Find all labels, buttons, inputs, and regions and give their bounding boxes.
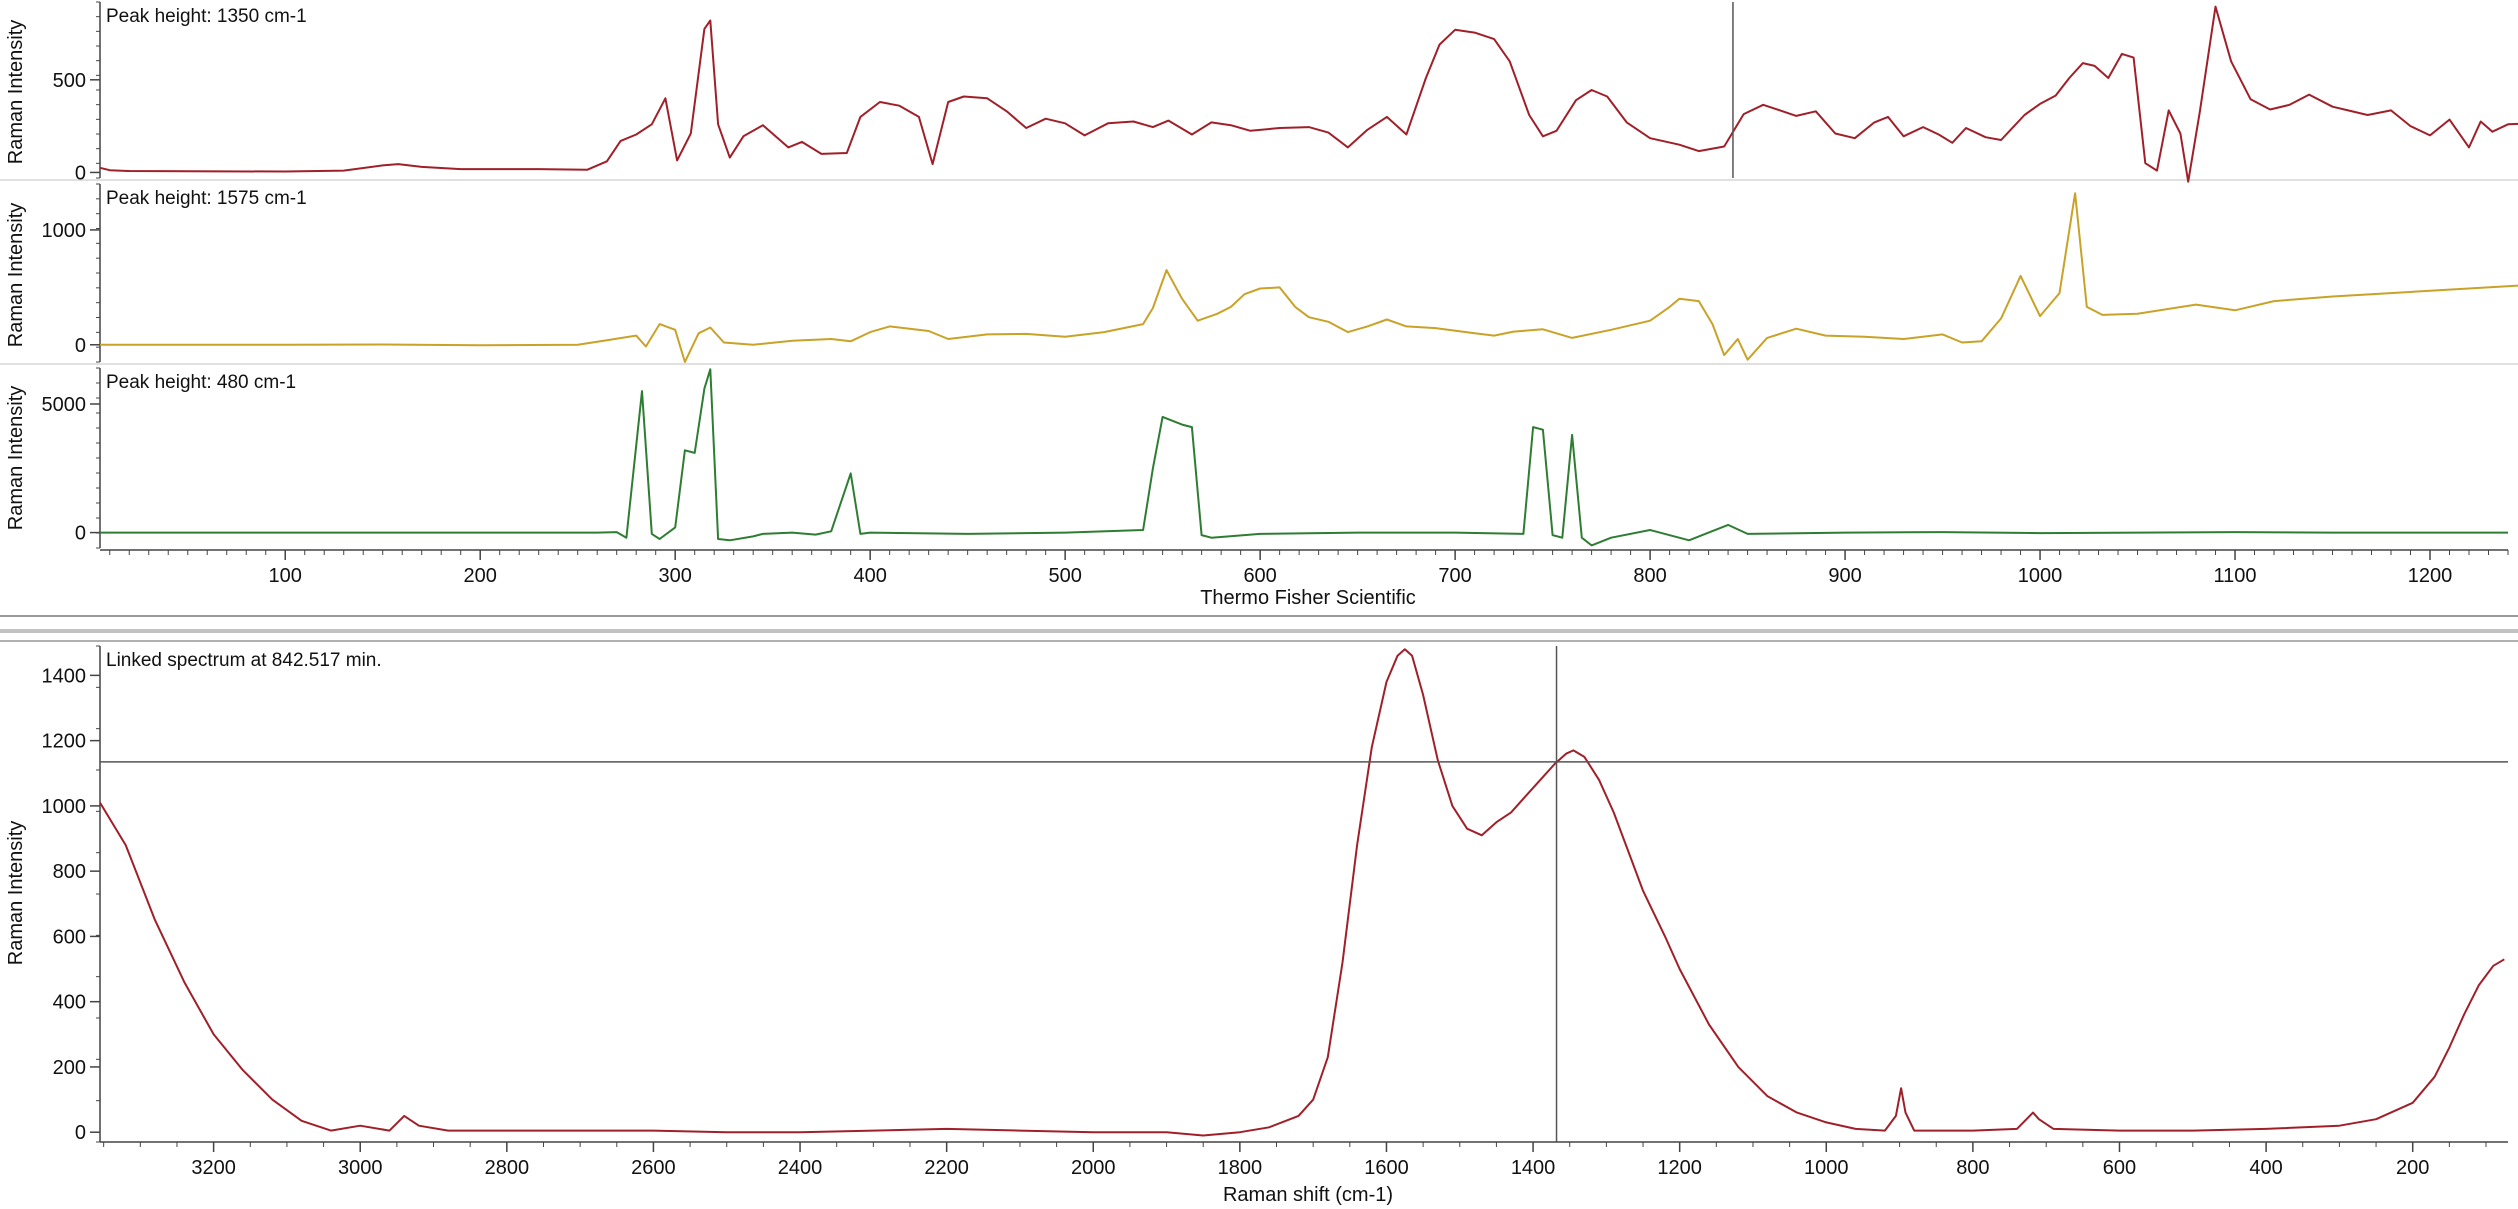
y-tick-label: 0 (75, 162, 86, 184)
x-tick-label: 1400 (1511, 1157, 1556, 1179)
y-tick-label: 0 (75, 523, 86, 545)
x-tick-label: 3200 (191, 1157, 236, 1179)
x-tick-label: 600 (2103, 1157, 2136, 1179)
panel-title: Peak height: 480 cm-1 (106, 372, 296, 393)
x-tick-label: 3000 (338, 1157, 383, 1179)
peak-1575-panel[interactable]: 0 1000 Raman Intensity Peak height: 1575 cm… (5, 183, 2518, 363)
x-tick-label: 600 (1243, 565, 1276, 587)
panel-title: Linked spectrum at 842.517 min. (106, 650, 382, 671)
x-tick-label: 500 (1048, 565, 1081, 587)
y-tick-label: 0 (75, 335, 86, 357)
y-tick-label: 1000 (42, 796, 87, 818)
linked-spectrum-panel[interactable]: 0 200 400 600 800 1000 1200 1400 Raman Intensity… (5, 645, 2508, 1206)
y-tick-label: 200 (53, 1057, 86, 1079)
x-tick-label: 900 (1828, 565, 1861, 587)
y-axis-title: Raman Intensity (5, 386, 27, 531)
x-tick-label: 200 (464, 565, 497, 587)
x-tick-label: 1000 (1804, 1157, 1849, 1179)
y-tick-label: 400 (53, 992, 86, 1014)
x-tick-label: 1200 (2408, 565, 2453, 587)
peak-1350-panel[interactable]: 0 500 Raman Intensity Peak height: 1350 cm-… (5, 0, 2518, 184)
x-tick-label: 200 (2396, 1157, 2429, 1179)
x-axis-title: Raman shift (cm-1) (1223, 1184, 1393, 1206)
x-tick-label: 1800 (1218, 1157, 1263, 1179)
y-tick-label: 0 (75, 1122, 86, 1144)
x-tick-label: 1200 (1657, 1157, 1702, 1179)
series-line (99, 648, 2505, 1137)
y-tick-label: 5000 (42, 394, 87, 416)
x-tick-label: 300 (659, 565, 692, 587)
y-tick-label: 1200 (42, 731, 87, 753)
y-tick-label: 600 (53, 926, 86, 948)
x-tick-label: 2800 (485, 1157, 530, 1179)
x-tick-label: 1100 (2214, 565, 2257, 587)
x-tick-label: 800 (1633, 565, 1666, 587)
x-tick-label: 700 (1438, 565, 1471, 587)
x-tick-label: 2400 (778, 1157, 823, 1179)
footer-text: Thermo Fisher Scientific (1200, 587, 1416, 609)
x-tick-label: 800 (1956, 1157, 1989, 1179)
y-axis-title: Raman Intensity (5, 203, 27, 348)
x-tick-label: 100 (269, 565, 302, 587)
time-axis: 100 200 300 400 500 600 700 800 900 1000 1100 1200 (100, 549, 2509, 587)
y-tick-label: 500 (53, 70, 86, 92)
x-tick-label: 1600 (1364, 1157, 1409, 1179)
peak-480-panel[interactable]: 0 5000 Raman Intensity Peak height: 480 cm-… (5, 367, 2508, 549)
x-tick-label: 2200 (924, 1157, 969, 1179)
x-tick-label: 2000 (1071, 1157, 1116, 1179)
y-tick-label: 1400 (42, 665, 87, 687)
x-tick-label: 400 (853, 565, 886, 587)
panel-title: Peak height: 1350 cm-1 (106, 6, 307, 27)
series-line (99, 5, 2518, 183)
series-line (100, 192, 2518, 363)
y-tick-label: 1000 (42, 220, 87, 242)
series-line (100, 368, 2508, 547)
y-tick-label: 800 (53, 861, 86, 883)
panel-title: Peak height: 1575 cm-1 (106, 188, 307, 209)
y-axis-title: Raman Intensity (5, 821, 27, 966)
x-tick-label: 400 (2249, 1157, 2282, 1179)
x-tick-label: 2600 (631, 1157, 676, 1179)
y-axis-title: Raman Intensity (5, 20, 27, 165)
x-tick-label: 1000 (2018, 565, 2063, 587)
